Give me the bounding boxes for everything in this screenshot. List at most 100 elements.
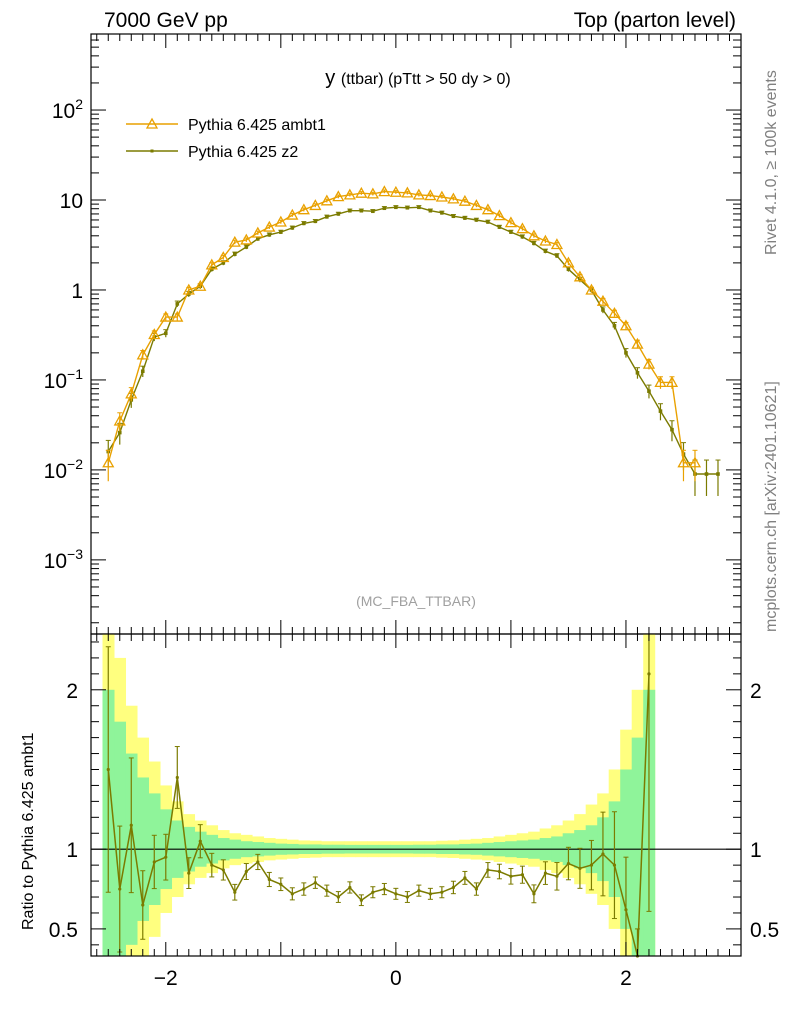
- legend-ambt1-marker: [145, 117, 159, 129]
- ambt1-point: [205, 258, 218, 270]
- ambt1-point: [378, 185, 391, 197]
- ratio-point: [371, 890, 375, 894]
- ratio-point: [106, 767, 110, 772]
- y-tick-label: 10−2: [44, 456, 84, 483]
- ambt1-point: [217, 251, 230, 263]
- ratio-point: [336, 895, 340, 899]
- ambt1-point: [573, 270, 587, 282]
- ratio-point: [313, 881, 317, 885]
- z2-point: [140, 369, 145, 374]
- ambt1-point: [228, 235, 241, 247]
- y-tick-label: 10−3: [44, 546, 84, 573]
- ambt1-point: [194, 279, 207, 291]
- legend-z2-label: Pythia 6.425 z2: [188, 144, 298, 161]
- z2-point: [302, 221, 306, 226]
- z2-point: [428, 208, 433, 213]
- z2-point: [486, 220, 490, 224]
- ratio-point: [509, 874, 513, 878]
- z2-point: [417, 205, 421, 210]
- ambt1-point: [550, 238, 564, 250]
- ambt1-point: [182, 283, 195, 295]
- x-ticks: [96, 34, 742, 956]
- ratio-point: [566, 861, 571, 866]
- y-tick-label: 10−1: [44, 366, 84, 393]
- z2-point: [267, 233, 272, 237]
- z2-point: [163, 331, 168, 336]
- main-y-ticks: [91, 33, 741, 624]
- ambt1-point: [401, 186, 414, 198]
- x-tick-label: −2: [154, 967, 178, 990]
- ratio-panel: −2 0 2 0.5 0.5 1 1 2 2: [49, 34, 779, 990]
- z2-point: [117, 430, 122, 435]
- header-energy-label: 7000 GeV pp: [104, 9, 228, 32]
- y-tick-label: 102: [52, 96, 83, 123]
- ambt1-point: [286, 208, 299, 220]
- ratio-point: [221, 868, 225, 872]
- ambt1-point: [343, 188, 356, 200]
- ratio-point: [612, 863, 617, 867]
- ambt1-point: [251, 226, 264, 238]
- z2-point: [578, 277, 582, 282]
- ratio-point: [589, 863, 594, 867]
- ratio-point: [267, 877, 271, 882]
- ambt1-point: [263, 220, 276, 232]
- ambt1-point: [504, 216, 518, 228]
- ratio-y-tick-label-left: 2: [66, 680, 78, 703]
- ratio-point: [405, 895, 409, 899]
- z2-point: [290, 226, 295, 230]
- ambt1-point: [424, 189, 437, 201]
- ambt1-point: [102, 456, 115, 468]
- z2-point: [670, 427, 674, 432]
- ambt1-point: [447, 192, 460, 204]
- ratio-point: [601, 852, 605, 856]
- z2-point: [382, 206, 387, 211]
- ratio-point: [290, 892, 294, 896]
- ambt1-point: [320, 194, 333, 206]
- ratio-point: [256, 860, 260, 864]
- ratio-point: [451, 885, 455, 890]
- z2-point: [451, 214, 456, 219]
- z2-point: [520, 234, 525, 239]
- z2-point: [394, 205, 398, 210]
- ambt1-point: [148, 328, 161, 340]
- z2-point: [566, 267, 571, 272]
- legend-z2-marker: [150, 149, 154, 153]
- z2-point: [405, 205, 410, 210]
- ratio-point: [187, 871, 191, 875]
- z2-point: [336, 212, 341, 216]
- ambt1-point: [677, 456, 690, 468]
- ambt1-point: [355, 186, 368, 198]
- ratio-point: [440, 890, 444, 894]
- ratio-point: [129, 823, 133, 827]
- ratio-point: [244, 869, 248, 874]
- z2-point: [601, 308, 605, 312]
- ambt1-point: [297, 203, 310, 215]
- ratio-y-ticks: [91, 641, 741, 946]
- z2-point: [635, 371, 640, 375]
- ambt1-point: [309, 199, 322, 211]
- ambt1-point: [240, 233, 253, 245]
- ambt1-point: [113, 414, 126, 426]
- ratio-point: [532, 892, 536, 896]
- z2-point: [543, 249, 548, 253]
- ratio-point: [279, 882, 283, 886]
- ambt1-point: [435, 190, 448, 202]
- z2-point: [221, 261, 226, 265]
- ambt1-point: [136, 348, 149, 360]
- ratio-point: [474, 887, 478, 891]
- ambt1-point: [274, 215, 287, 227]
- series-z2-line: [107, 206, 718, 475]
- z2-point: [359, 208, 364, 213]
- z2-point: [371, 209, 375, 214]
- ratio-y-tick-label-right: 1: [750, 839, 762, 862]
- ambt1-point: [539, 234, 552, 246]
- ambt1-point: [366, 187, 379, 199]
- ambt1-point: [527, 229, 541, 241]
- header-process-label: Top (parton level): [573, 9, 736, 32]
- z2-point: [647, 389, 651, 393]
- ambt1-point: [389, 185, 402, 197]
- z2-point: [325, 215, 329, 219]
- ratio-point: [210, 863, 214, 867]
- main-panel: 10−3 10−2 10−1 1 10 102 y (ttbar) (pTtt > 50 d…: [44, 33, 742, 635]
